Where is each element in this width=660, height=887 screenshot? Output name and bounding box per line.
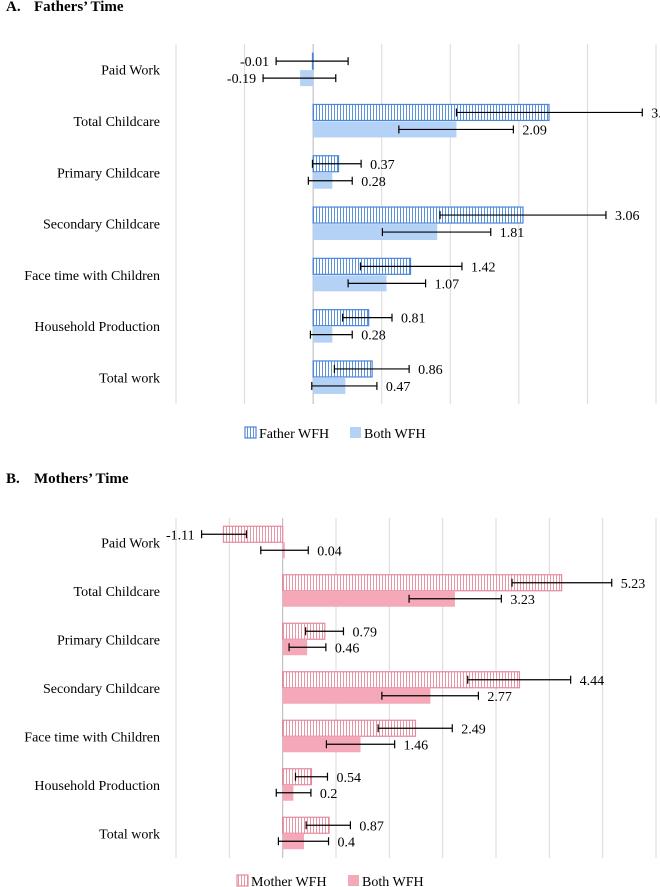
panel-a-label: A. [6, 0, 21, 15]
data-label: 0.2 [320, 787, 338, 802]
category-label: Primary Childcare [57, 633, 160, 648]
legend-swatch [244, 426, 257, 439]
category-label: Secondary Childcare [43, 682, 160, 697]
legend-swatch [236, 874, 249, 887]
category-label: Face time with Children [24, 730, 160, 745]
data-label: -0.19 [227, 72, 256, 87]
bar-solid [282, 736, 361, 753]
chart-a: Paid Work -0.01 -0.19 Total Childcare 3.44 2.… [24, 44, 660, 442]
bar-solid [282, 590, 455, 607]
data-label: -1.11 [166, 528, 195, 543]
data-label: 3.44 [651, 106, 660, 121]
data-label: 1.81 [500, 226, 525, 241]
data-label: 0.87 [359, 819, 384, 834]
panel-b-title: B. Mothers’ Time [6, 471, 129, 488]
panel-a-title-text: Fathers’ Time [34, 0, 124, 15]
data-label: -0.01 [240, 55, 269, 70]
data-label: 0.28 [361, 329, 386, 344]
legend-label: Father WFH [259, 427, 329, 442]
legend-label: Mother WFH [251, 875, 327, 887]
category-label: Face time with Children [24, 269, 160, 284]
data-label: 5.23 [621, 577, 646, 592]
data-label: 0.79 [352, 625, 377, 640]
data-label: 0.37 [370, 158, 395, 173]
category-label: Total work [99, 827, 160, 842]
legend-swatch [348, 875, 359, 886]
category-label: Paid Work [101, 536, 160, 551]
data-label: 4.44 [580, 674, 605, 689]
category-label: Total Childcare [74, 115, 161, 130]
data-label: 1.46 [404, 738, 429, 753]
bar-solid [313, 121, 457, 138]
data-label: 2.49 [461, 722, 486, 737]
data-label: 2.77 [487, 690, 512, 705]
panel-b-title-text: Mothers’ Time [34, 471, 129, 487]
data-label: 0.81 [401, 312, 426, 327]
data-label: 1.42 [471, 260, 496, 275]
legend-swatch [350, 427, 361, 438]
data-label: 0.04 [317, 544, 342, 559]
data-label: 0.46 [335, 641, 360, 656]
data-label: 0.28 [361, 175, 386, 190]
bar-solid [282, 687, 431, 704]
category-label: Secondary Childcare [43, 218, 160, 233]
panel-a-title: A. Fathers’ Time [6, 0, 124, 16]
category-label: Household Production [34, 320, 160, 335]
data-label: 3.23 [510, 593, 535, 608]
category-label: Primary Childcare [57, 166, 160, 181]
legend-label: Both WFH [362, 875, 424, 887]
data-label: 0.86 [418, 363, 443, 378]
panel-b-label: B. [6, 471, 20, 487]
category-label: Paid Work [101, 64, 160, 79]
bar-solid [313, 224, 438, 241]
data-label: 0.47 [386, 380, 411, 395]
legend-label: Both WFH [364, 427, 426, 442]
data-label: 0.54 [336, 771, 361, 786]
data-label: 1.07 [435, 277, 460, 292]
category-label: Household Production [34, 779, 160, 794]
category-label: Total Childcare [74, 585, 161, 600]
data-label: 2.09 [522, 123, 547, 138]
data-label: 3.06 [615, 209, 640, 224]
chart-b: Paid Work -1.11 0.04 Total Childcare 5.23 3.2… [24, 518, 657, 887]
data-label: 0.4 [338, 835, 356, 850]
category-label: Total work [99, 371, 160, 386]
